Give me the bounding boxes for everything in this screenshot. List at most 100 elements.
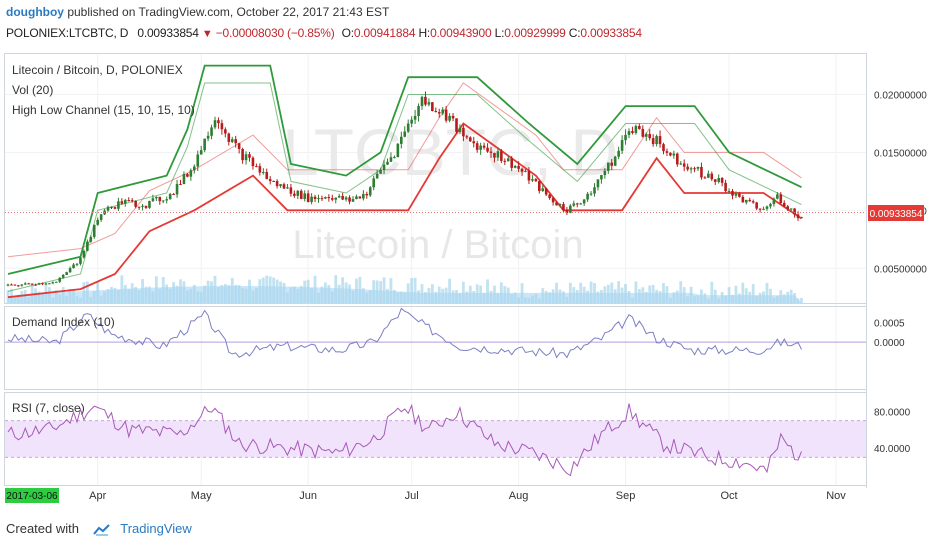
candle-body [769, 204, 772, 207]
candle-body [496, 151, 500, 158]
candle-body [179, 184, 182, 186]
candle-body [437, 112, 441, 114]
candle-body [396, 143, 400, 158]
candle-body [403, 131, 407, 137]
volume-bar [462, 281, 465, 303]
candle-body [106, 206, 110, 211]
candle-body [148, 200, 151, 208]
candle-body [206, 135, 210, 139]
candle-body [141, 205, 144, 207]
candle-body [23, 283, 27, 285]
candle-body [707, 173, 710, 178]
candle-body [582, 199, 586, 204]
symbol-label: POLONIEX:LTCBTC, D [6, 26, 129, 40]
rsi-band [5, 420, 866, 458]
candle-body [182, 174, 186, 185]
volume-bar [710, 281, 714, 303]
price-tag: 0.00933854 [870, 209, 923, 220]
tradingview-brand[interactable]: TradingView [120, 521, 192, 536]
candle-body [589, 193, 593, 195]
candle-body [331, 198, 334, 200]
candle-body [572, 203, 576, 206]
candle-body [596, 179, 600, 188]
candle-body [513, 165, 517, 168]
candle-body [30, 283, 34, 285]
candle-body [55, 281, 58, 283]
main-legend-title[interactable]: Litecoin / Bitcoin, D, POLONIEX [12, 63, 183, 77]
candle-body [462, 127, 465, 137]
candle-body [475, 143, 479, 150]
candle-body [669, 152, 672, 156]
candle-body [203, 138, 206, 151]
candle-body [351, 199, 355, 202]
candle-body [358, 196, 362, 199]
low-value: 0.00929999 [504, 26, 566, 40]
candle-body [413, 116, 417, 120]
candle-body [748, 199, 752, 202]
candle-body [365, 193, 369, 196]
candles [6, 91, 803, 287]
candle-body [444, 109, 448, 121]
channel-legend[interactable]: High Low Channel (15, 10, 15, 10) [12, 103, 195, 117]
candle-body [48, 283, 51, 285]
candle-body [758, 208, 762, 210]
candle-body [679, 163, 683, 165]
candle-body [455, 118, 458, 132]
candle-body [558, 204, 562, 206]
candle-body [738, 193, 741, 197]
y-tick-label: 0.01500000 [874, 148, 927, 159]
candle-body [296, 190, 300, 196]
vol-legend[interactable]: Vol (20) [12, 83, 53, 97]
candle-body [624, 134, 627, 141]
candle-body [520, 168, 524, 172]
high-low-channel [7, 64, 803, 299]
candle-body [337, 195, 341, 198]
candle-body [279, 184, 282, 187]
candle-body [765, 206, 769, 209]
candle-body [310, 196, 313, 203]
volume-bar [410, 278, 414, 303]
candle-body [782, 202, 786, 207]
candle-body [400, 136, 403, 144]
candle-body [293, 193, 296, 196]
candle-body [586, 193, 589, 200]
candle-body [503, 160, 507, 162]
open-label: O: [341, 26, 354, 40]
volume-ma-area [8, 286, 802, 303]
candle-body [544, 188, 548, 195]
candle-body [489, 151, 493, 153]
candle-body [634, 126, 638, 133]
candle-body [348, 197, 351, 202]
candle-body [265, 172, 269, 180]
volume-bar [579, 282, 583, 303]
candle-body [158, 196, 162, 202]
candle-body [220, 123, 224, 130]
candle-body [375, 173, 379, 179]
axes: Apr May Jun Jul Aug Sep Oct Nov 0.02000000 0.0150… [5, 54, 927, 502]
candle-body [575, 203, 579, 205]
author-link[interactable]: doughboy [6, 5, 64, 19]
created-with-text: Created with [6, 521, 79, 536]
candle-body [682, 163, 686, 167]
volume-bar [617, 281, 621, 303]
candle-body [424, 96, 427, 105]
candle-body [137, 206, 141, 208]
candle-body [541, 188, 545, 191]
open-value: 0.00941884 [353, 26, 416, 40]
candle-body [734, 193, 738, 196]
footer: Created with TradingView [6, 521, 192, 536]
volume-bar [727, 287, 731, 303]
demand-legend[interactable]: Demand Index (10) [12, 315, 115, 329]
candle-body [299, 190, 303, 199]
candle-body [344, 197, 348, 200]
candle-body [82, 250, 86, 258]
volume-bar [741, 282, 745, 303]
candle-body [155, 196, 158, 199]
candle-body [800, 216, 803, 219]
volume-bar [555, 282, 558, 303]
rsi-legend[interactable]: RSI (7, close) [12, 401, 85, 415]
candle-body [727, 190, 731, 192]
candle-body [282, 184, 286, 189]
ohlc-line: POLONIEX:LTCBTC, D 0.00933854 ▼ −0.00008… [6, 26, 642, 40]
